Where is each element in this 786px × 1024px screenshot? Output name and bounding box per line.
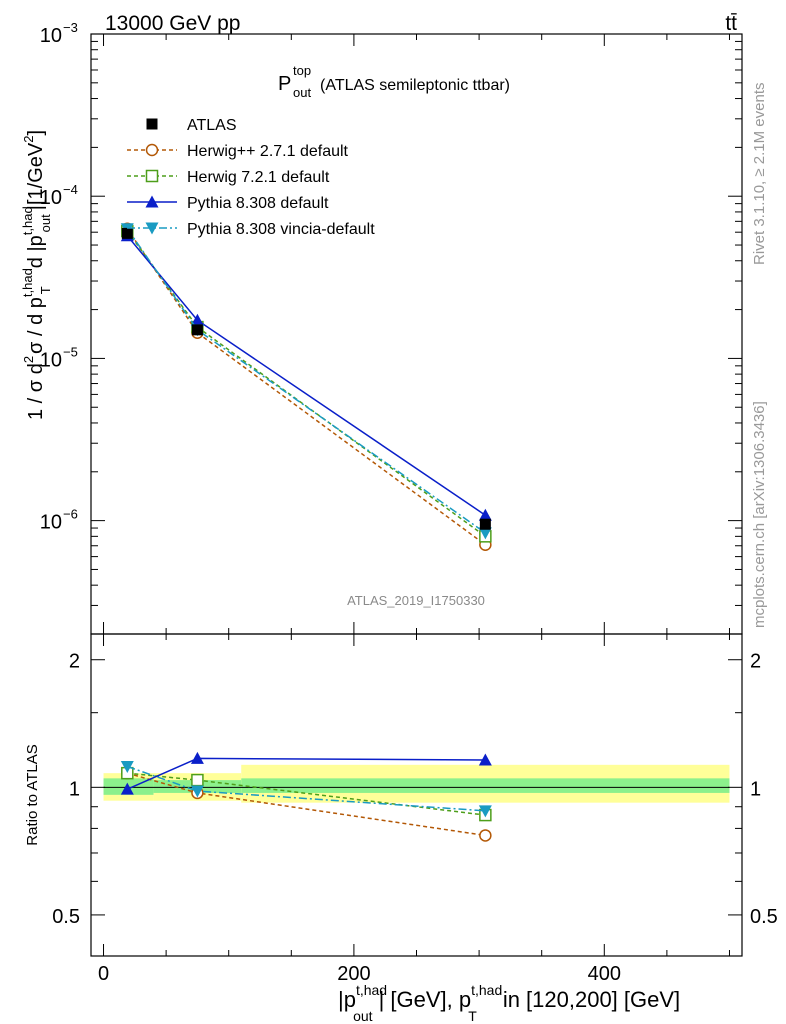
- x-axis-label: |pt,had out| [GeV], pt,had Tin [120,200] […: [338, 982, 680, 1024]
- analysis-watermark: ATLAS_2019_I1750330: [347, 593, 485, 608]
- legend-marker-herwig-2-7-1-default: [145, 143, 159, 157]
- title-sub: out: [293, 85, 311, 100]
- ratio-series-group: [120, 751, 492, 842]
- ratio-point-herwig-7-2-1-default: [191, 773, 204, 787]
- legend-label-herwig-2-7-1-default: Herwig++ 2.7.1 default: [187, 143, 349, 160]
- ratio-y-tick-label: 2: [69, 651, 80, 673]
- legend-label-pythia-8-308-vincia-default: Pythia 8.308 vincia-default: [187, 221, 375, 238]
- xlabel-part-3: in [120,200] [GeV]: [503, 987, 680, 1012]
- ratio-y-tick-label: 0.5: [52, 906, 80, 928]
- main-y-tick-label: 10: [40, 512, 62, 534]
- ratio-y-tick-label-right: 1: [750, 778, 761, 800]
- ylabel-sup-d: 2: [21, 136, 36, 143]
- title-rest: (ATLAS semileptonic ttbar): [320, 77, 510, 94]
- ylabel-part-b: σ / d p: [25, 297, 47, 354]
- x-tick-label: 200: [337, 963, 370, 985]
- main-series-group: [120, 222, 492, 551]
- legend-label-atlas: ATLAS: [187, 117, 237, 134]
- series-line-pythia-8-308-vincia-default: [126, 228, 486, 534]
- ratio-y-tick-label-right: 2: [750, 651, 761, 673]
- rivet-version-text: Rivet 3.1.10, ≥ 2.1M events: [751, 83, 768, 266]
- legend-marker-pythia-8-308-vincia-default: [145, 222, 159, 235]
- series-line-herwig-7-2-1-default: [126, 230, 486, 537]
- ratio-y-tick-label: 1: [69, 778, 80, 800]
- ratio-point-pythia-8-308-vincia-default: [190, 785, 204, 798]
- main-y-tick-label: 10: [40, 187, 62, 209]
- mcplots-credit-text: mcplots.cern.ch [arXiv:1306.3436]: [751, 401, 768, 628]
- plot-title: P top out (ATLAS semileptonic ttbar): [278, 63, 510, 100]
- data-point-pythia-8-308-default: [478, 508, 492, 521]
- ylabel-sup-b: t,had: [20, 268, 35, 297]
- xlabel-sup-1: t,had: [356, 982, 387, 998]
- main-y-axis-label: 1 / σ d2σ / d pt,had Td |pt,had out|[1/GeV…: [20, 130, 53, 420]
- xlabel-sub-1: out: [353, 1008, 373, 1024]
- legend: ATLAS Herwig++ 2.7.1 default Herwig 7.2.1 …: [127, 117, 375, 238]
- ylabel-sup-c: t,had: [20, 206, 35, 235]
- data-point-atlas: [479, 518, 491, 530]
- ratio-point-pythia-8-308-vincia-default: [120, 760, 134, 773]
- stat-uncertainty-band: [241, 778, 730, 793]
- ratio-point-pythia-8-308-default: [478, 753, 492, 766]
- x-tick-label: 400: [588, 963, 621, 985]
- data-point-pythia-8-308-vincia-default: [478, 527, 492, 540]
- ratio-point-pythia-8-308-vincia-default: [478, 805, 492, 818]
- xlabel-part-2: | [GeV], p: [379, 987, 472, 1012]
- energy-label: 13000 GeV pp: [105, 12, 240, 35]
- ratio-y-tick-label-right: 0.5: [750, 906, 778, 928]
- xlabel-part-1: |p: [338, 987, 356, 1012]
- data-point-atlas: [121, 227, 133, 239]
- ratio-y-axis-label: Ratio to ATLAS: [24, 744, 41, 845]
- main-y-tick-exponent: −5: [63, 344, 78, 359]
- xlabel-sup-2: t,had: [471, 982, 502, 998]
- ylabel-sub-c: out: [38, 214, 53, 232]
- legend-marker-atlas: [146, 118, 158, 130]
- legend-marker-herwig-7-2-1-default: [145, 169, 159, 183]
- title-main: P: [278, 73, 291, 95]
- legend-label-pythia-8-308-default: Pythia 8.308 default: [187, 195, 329, 212]
- main-y-tick-exponent: −4: [63, 182, 78, 197]
- legend-label-herwig-7-2-1-default: Herwig 7.2.1 default: [187, 169, 330, 186]
- main-y-tick-exponent: −6: [63, 507, 78, 522]
- data-point-pythia-8-308-default: [190, 313, 204, 326]
- main-y-tick-label: 10: [40, 25, 62, 47]
- ylabel-part-d: |[1/GeV: [25, 142, 47, 210]
- xlabel-sub-2: T: [468, 1008, 477, 1024]
- x-tick-label: 0: [98, 963, 109, 985]
- ylabel-part-e: ]: [25, 130, 47, 136]
- main-y-tick-exponent: −3: [63, 20, 78, 35]
- title-sup: top: [293, 63, 311, 78]
- process-label: tt̄: [725, 12, 737, 35]
- ratio-point-herwig-2-7-1-default: [479, 829, 492, 842]
- ylabel-sup-a: 2: [21, 356, 36, 363]
- data-point-atlas: [191, 324, 203, 336]
- series-line-pythia-8-308-default: [126, 235, 486, 516]
- ylabel-part-a: 1 / σ d: [25, 363, 47, 420]
- ylabel-sub-b: T: [38, 286, 53, 294]
- ratio-point-pythia-8-308-default: [190, 751, 204, 764]
- legend-marker-pythia-8-308-default: [145, 195, 159, 208]
- ylabel-part-c: d |p: [25, 235, 47, 268]
- ratio-point-pythia-8-308-default: [120, 782, 134, 795]
- main-y-tick-label: 10: [40, 349, 62, 371]
